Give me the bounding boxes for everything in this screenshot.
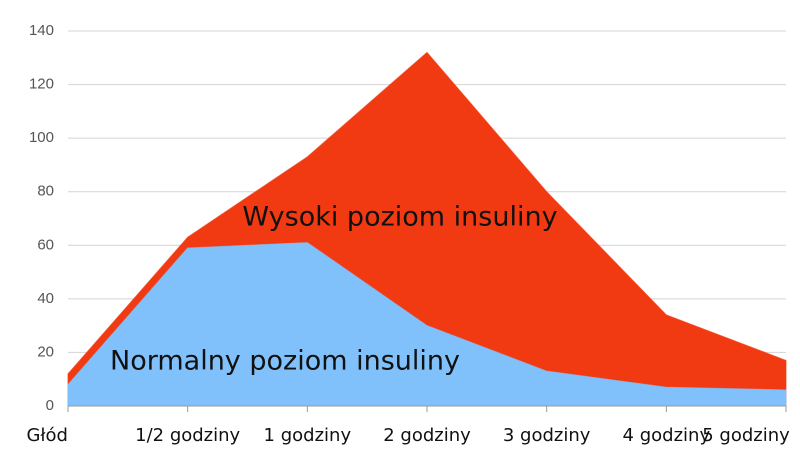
x-tick-label: 3 godziny [503, 425, 591, 446]
series-label: Wysoki poziom insuliny [242, 202, 557, 233]
y-tick-label: 140 [29, 22, 54, 39]
x-tick-label: 1/2 godziny [135, 425, 240, 446]
y-tick-label: 0 [46, 397, 54, 414]
y-tick-label: 120 [29, 76, 54, 93]
x-tick-label: Głód [26, 425, 68, 446]
series-label: Normalny poziom insuliny [110, 346, 460, 377]
y-tick-label: 80 [37, 183, 54, 200]
y-tick-label: 100 [29, 129, 54, 146]
x-tick-label: 2 godziny [383, 425, 471, 446]
x-tick-label: 1 godziny [264, 425, 352, 446]
y-tick-label: 20 [37, 343, 54, 360]
y-tick-label: 60 [37, 236, 54, 253]
y-tick-label: 40 [37, 290, 54, 307]
x-tick-label: 5 godziny [702, 425, 790, 446]
x-tick-label: 4 godziny [623, 425, 711, 446]
